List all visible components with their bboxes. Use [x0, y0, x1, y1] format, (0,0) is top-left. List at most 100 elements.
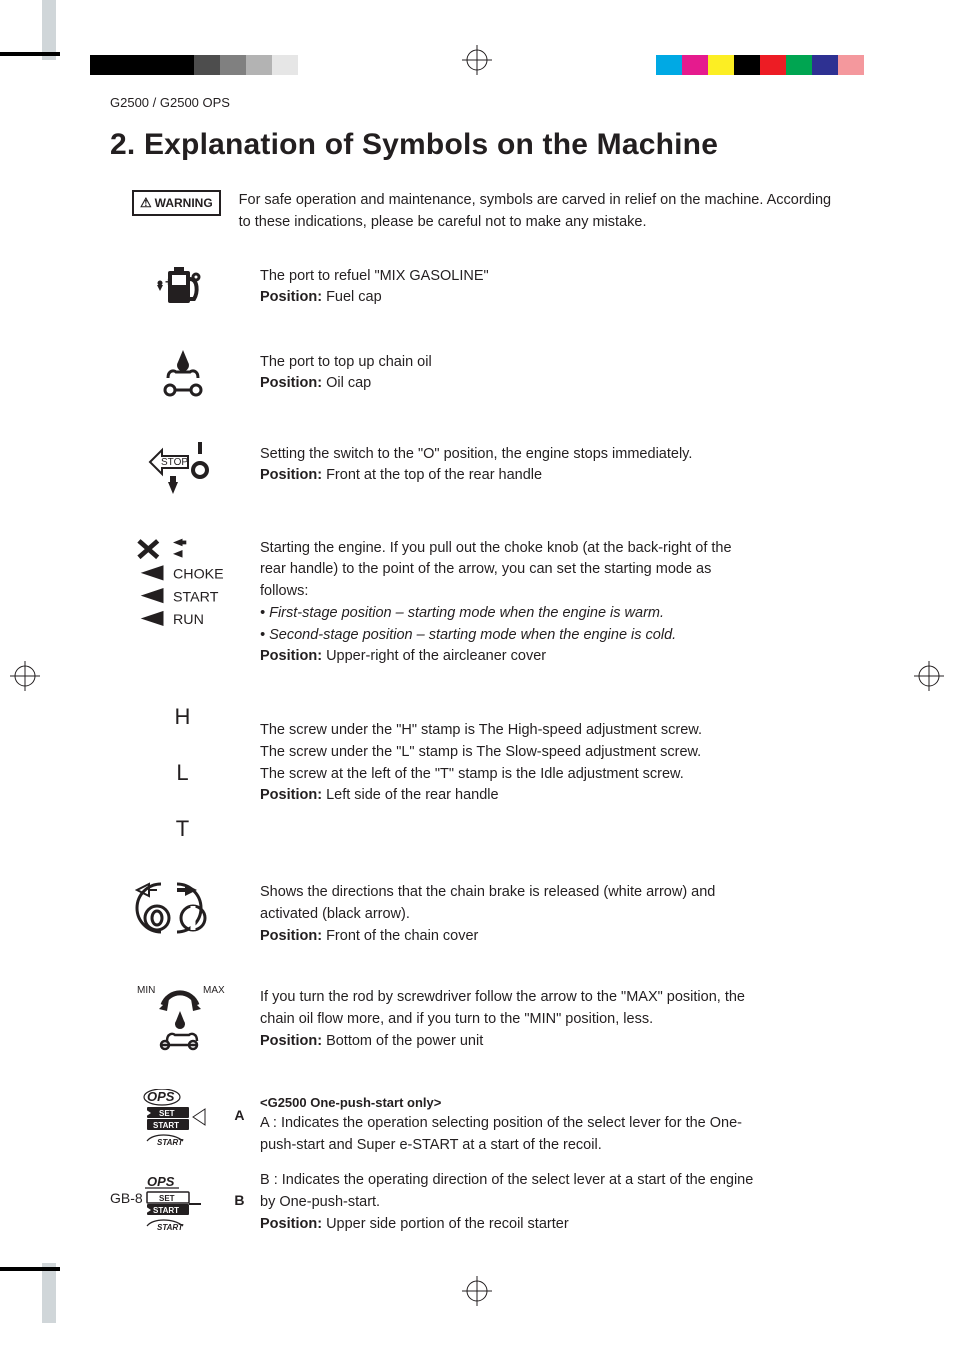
registration-mark-top: [462, 45, 492, 75]
ops-decal-icon: OPS SET START START A: [135, 1089, 230, 1239]
position-value: Oil cap: [326, 375, 371, 391]
letter-t: T: [176, 816, 189, 842]
registration-mark-bottom: [462, 1276, 492, 1306]
hlt-line: The screw at the left of the "T" stamp i…: [260, 764, 760, 786]
symbol-desc: The port to refuel "MIX GASOLINE": [260, 266, 760, 288]
warning-badge: WARNING: [132, 190, 221, 216]
hlt-line: The screw under the "H" stamp is The Hig…: [260, 720, 760, 742]
position-label: Position:: [260, 787, 322, 803]
color-swatch: [734, 55, 760, 75]
svg-text:STOP: STOP: [161, 457, 188, 468]
color-swatch: [786, 55, 812, 75]
color-swatch: [168, 55, 194, 75]
ops-label-b: B: [234, 1192, 244, 1208]
position-value: Bottom of the power unit: [326, 1033, 483, 1049]
registration-mark-right: [914, 661, 944, 691]
svg-text:START: START: [157, 1223, 184, 1232]
color-swatch: [708, 55, 734, 75]
position-value: Fuel cap: [326, 289, 382, 305]
fuel-pump-icon: +: [135, 262, 230, 312]
crop-corner-bar: [42, 0, 56, 60]
page-content: G2500 / G2500 OPS 2. Explanation of Symb…: [110, 95, 844, 1249]
position-label: Position:: [260, 648, 322, 664]
hlt-line: The screw under the "L" stamp is The Slo…: [260, 742, 760, 764]
position-label: Position:: [260, 289, 322, 305]
section-title: 2. Explanation of Symbols on the Machine: [110, 128, 844, 162]
position-value: Upper side portion of the recoil starter: [326, 1216, 569, 1232]
choke-lever-icon: CHOKE START RUN: [135, 534, 230, 644]
position-label: Position:: [260, 375, 322, 391]
ops-decal-b: OPS SET START START B: [143, 1174, 223, 1239]
oil-drop-icon: [135, 348, 230, 404]
symbol-body: Shows the directions that the chain brak…: [260, 878, 760, 947]
position-label: Position:: [260, 928, 322, 944]
color-swatch: [656, 55, 682, 75]
chain-brake-icon: [135, 878, 230, 938]
color-swatch: [246, 55, 272, 75]
svg-text:START: START: [153, 1206, 179, 1215]
color-swatch: [220, 55, 246, 75]
symbol-row-stop: STOP Setting the switch to the "O" posit…: [135, 440, 844, 498]
symbol-row-ops: OPS SET START START A: [135, 1089, 844, 1239]
letter-l: L: [176, 760, 188, 786]
color-swatch: [760, 55, 786, 75]
symbol-desc: Setting the switch to the "O" position, …: [260, 444, 760, 466]
page-number: GB-8: [110, 1190, 143, 1206]
symbol-body: If you turn the rod by screwdriver follo…: [260, 983, 760, 1052]
symbol-body: The screw under the "H" stamp is The Hig…: [260, 704, 760, 807]
svg-text:MAX: MAX: [203, 985, 225, 996]
symbol-row-brake: Shows the directions that the chain brak…: [135, 878, 844, 947]
symbol-body: The port to top up chain oil Position: O…: [260, 348, 760, 396]
position-label: Position:: [260, 467, 322, 483]
svg-text:SET: SET: [159, 1109, 175, 1118]
color-swatch: [194, 55, 220, 75]
position-value: Front of the chain cover: [326, 928, 478, 944]
crop-line: [0, 52, 60, 56]
symbol-row-minmax: MIN MAX If you turn the rod by screwdriv…: [135, 983, 844, 1053]
color-bars-gray: [90, 55, 298, 75]
svg-text:START: START: [153, 1121, 179, 1130]
symbol-body: Setting the switch to the "O" position, …: [260, 440, 760, 488]
symbol-desc: If you turn the rod by screwdriver follo…: [260, 987, 760, 1031]
choke-label: CHOKE: [173, 566, 224, 582]
crop-corner-bar: [42, 1263, 56, 1323]
color-swatch: [272, 55, 298, 75]
warning-block: WARNING For safe operation and maintenan…: [132, 190, 844, 234]
document-header: G2500 / G2500 OPS: [110, 95, 844, 110]
symbol-row-oil: The port to top up chain oil Position: O…: [135, 348, 844, 404]
symbol-row-choke: CHOKE START RUN Starting the engine. If …: [135, 534, 844, 669]
position-label: Position:: [260, 1216, 322, 1232]
document-page: G2500 / G2500 OPS 2. Explanation of Symb…: [0, 0, 954, 1351]
symbol-body: Starting the engine. If you pull out the…: [260, 534, 760, 669]
color-swatch: [90, 55, 116, 75]
bullet-line: • First-stage position – starting mode w…: [260, 603, 760, 625]
symbol-row-fuel: + The port to refuel "MIX GASOLINE" Posi…: [135, 262, 844, 312]
color-swatch: [812, 55, 838, 75]
crop-line: [0, 1267, 60, 1271]
ops-label-a: A: [234, 1107, 244, 1123]
position-label: Position:: [260, 1033, 322, 1049]
color-swatch: [682, 55, 708, 75]
symbol-body: <G2500 One-push-start only> A : Indicate…: [260, 1089, 760, 1235]
registration-mark-left: [10, 661, 40, 691]
start-label: START: [173, 589, 219, 605]
oil-flow-minmax-icon: MIN MAX: [135, 983, 230, 1053]
run-label: RUN: [173, 612, 204, 628]
symbol-row-hlt: H L T The screw under the "H" stamp is T…: [135, 704, 844, 842]
symbol-desc: The port to top up chain oil: [260, 352, 760, 374]
color-swatch: [838, 55, 864, 75]
ops-line-a: A : Indicates the operation selecting po…: [260, 1113, 760, 1157]
stop-switch-icon: STOP: [135, 440, 230, 498]
ops-line-b: B : Indicates the operating direction of…: [260, 1170, 760, 1214]
position-value: Front at the top of the rear handle: [326, 467, 542, 483]
warning-badge-label: WARNING: [155, 196, 213, 210]
ops-heading: <G2500 One-push-start only>: [260, 1093, 760, 1113]
svg-text:SET: SET: [159, 1194, 175, 1203]
bullet-line: • Second-stage position – starting mode …: [260, 625, 760, 647]
svg-text:OPS: OPS: [147, 1089, 175, 1104]
symbol-desc: Shows the directions that the chain brak…: [260, 882, 760, 926]
hlt-letters-icon: H L T: [135, 704, 230, 842]
color-swatch: [116, 55, 142, 75]
position-value: Upper-right of the aircleaner cover: [326, 648, 546, 664]
svg-text:OPS: OPS: [147, 1174, 175, 1189]
